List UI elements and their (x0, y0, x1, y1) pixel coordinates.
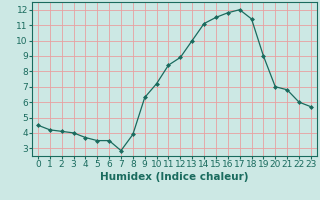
X-axis label: Humidex (Indice chaleur): Humidex (Indice chaleur) (100, 172, 249, 182)
